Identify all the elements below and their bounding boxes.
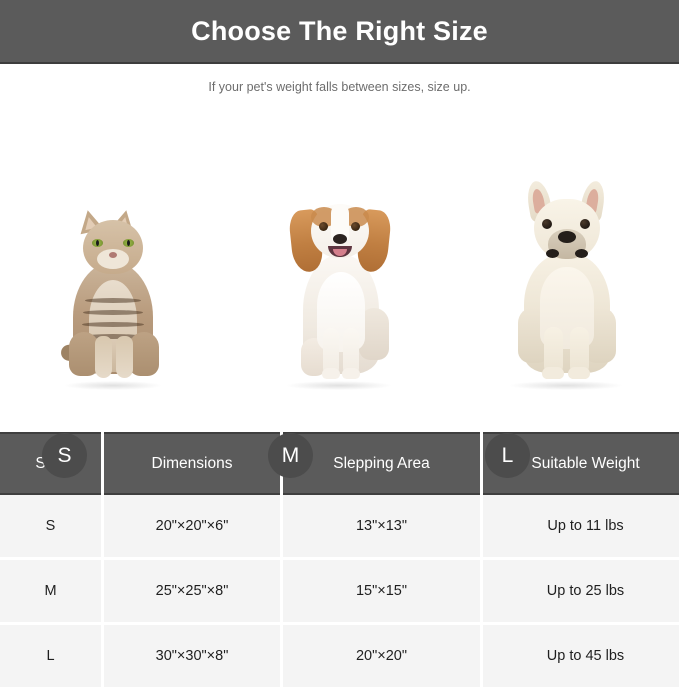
cell-dimensions: 30"×30"×8": [103, 624, 282, 687]
cell-suitable-weight: Up to 45 lbs: [482, 624, 679, 687]
spaniel-paw-left: [322, 368, 340, 379]
cell-sleeping-area: 15"×15": [282, 559, 482, 624]
subtitle-bar: If your pet's weight falls between sizes…: [0, 66, 679, 108]
frenchie-eye-right: [580, 219, 590, 229]
pet-photo-strip: S M L: [0, 110, 679, 432]
spaniel-eye-left: [319, 222, 328, 231]
table-header: Size Dimensions Slepping Area Suitable W…: [0, 433, 679, 494]
spaniel-illustration: [281, 188, 397, 384]
size-badge-large-label: L: [502, 444, 514, 468]
page-title: Choose The Right Size: [191, 18, 488, 45]
spaniel-paw-right: [342, 368, 360, 379]
table-body: S 20"×20"×6" 13"×13" Up to 11 lbs M 25"×…: [0, 494, 679, 687]
cell-size: S: [0, 494, 103, 559]
cat-pupil-left: [96, 240, 99, 246]
cell-dimensions: 20"×20"×6": [103, 494, 282, 559]
spaniel-nose: [333, 234, 347, 244]
frenchie-lip-right: [575, 249, 588, 258]
size-chart-table: Size Dimensions Slepping Area Suitable W…: [0, 432, 679, 687]
cell-sleeping-area: 20"×20": [282, 624, 482, 687]
pet-slot-small: [0, 110, 226, 432]
cell-size: M: [0, 559, 103, 624]
cat-nose: [109, 252, 117, 258]
cell-dimensions: 25"×25"×8": [103, 559, 282, 624]
frenchie-paw-left: [542, 367, 564, 379]
frenchie-paw-right: [568, 367, 590, 379]
header-bar: Choose The Right Size: [0, 0, 679, 64]
size-badge-large: L: [485, 433, 530, 478]
pet-slot-medium: [226, 110, 452, 432]
size-badge-small: S: [42, 433, 87, 478]
cat-stripe: [85, 298, 141, 303]
table-header-row: Size Dimensions Slepping Area Suitable W…: [0, 433, 679, 494]
table-row: M 25"×25"×8" 15"×15" Up to 25 lbs: [0, 559, 679, 624]
table-row: L 30"×30"×8" 20"×20" Up to 45 lbs: [0, 624, 679, 687]
column-header-dimensions: Dimensions: [103, 433, 282, 494]
size-badge-medium-label: M: [282, 444, 300, 468]
cell-sleeping-area: 13"×13": [282, 494, 482, 559]
cell-size: L: [0, 624, 103, 687]
cat-illustration: [59, 206, 167, 384]
cat-stripe: [82, 322, 144, 327]
pet-slot-large: [452, 110, 679, 432]
size-badge-medium: M: [268, 433, 313, 478]
table-row: S 20"×20"×6" 13"×13" Up to 11 lbs: [0, 494, 679, 559]
cat-foreleg-left: [95, 336, 112, 378]
frenchie-eye-left: [542, 219, 552, 229]
frenchie-nose: [558, 231, 576, 243]
spaniel-eye-right: [351, 222, 360, 231]
frenchbulldog-illustration: [504, 179, 628, 384]
cat-haunch-right: [129, 332, 159, 376]
size-badge-small-label: S: [57, 444, 71, 468]
cell-suitable-weight: Up to 25 lbs: [482, 559, 679, 624]
cat-stripe: [83, 310, 143, 315]
frenchie-lip-left: [546, 249, 559, 258]
subtitle-text: If your pet's weight falls between sizes…: [208, 80, 470, 94]
cell-suitable-weight: Up to 11 lbs: [482, 494, 679, 559]
cat-pupil-right: [127, 240, 130, 246]
cat-foreleg-right: [116, 336, 133, 378]
